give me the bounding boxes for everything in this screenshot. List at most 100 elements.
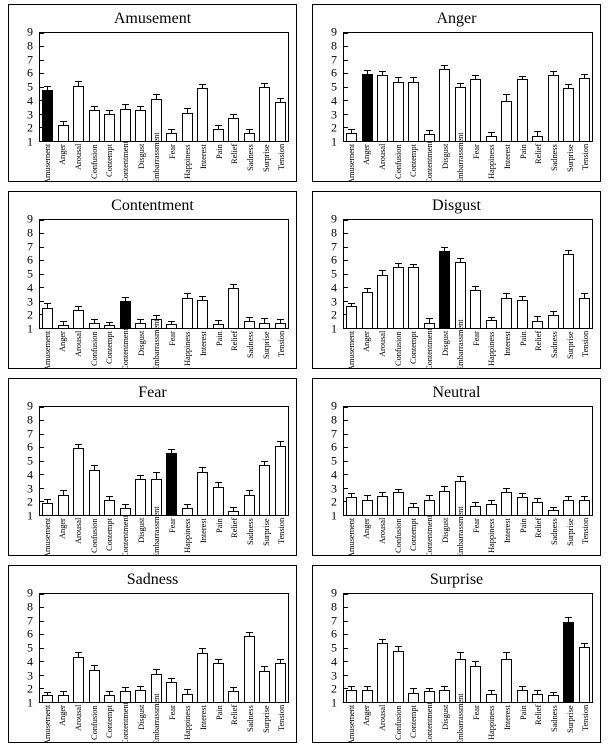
error-bar-stem — [475, 74, 477, 79]
error-bar-cap — [75, 443, 83, 445]
y-tick-mark — [40, 260, 44, 261]
y-tick-mark — [40, 86, 44, 88]
error-bar-cap — [503, 488, 511, 490]
y-tick-label: 5 — [27, 453, 33, 468]
x-tick-label: Tension — [580, 705, 591, 732]
y-tick-label: 1 — [27, 695, 33, 710]
y-tick-mark — [40, 73, 44, 74]
x-tick-label: Relief — [533, 144, 544, 165]
x-tick-label: Disgust — [135, 144, 146, 170]
x-tick-label: Tension — [276, 705, 287, 732]
bar-amusement — [346, 497, 358, 515]
plot-area — [343, 406, 593, 516]
x-tick-label: Relief — [533, 705, 544, 726]
y-tick-label: 5 — [27, 79, 33, 94]
bar-surprise — [563, 622, 575, 702]
error-bar-stem — [459, 476, 461, 482]
x-axis-labels: Amusement Anger Arousal Confusion Contempt Co… — [39, 319, 289, 368]
y-tick-mark — [40, 420, 44, 421]
error-bar-stem — [78, 306, 80, 311]
error-bar-stem — [217, 481, 219, 487]
error-bar-stem — [537, 316, 539, 322]
x-tick-label: Happiness — [486, 331, 497, 366]
error-bar-cap — [410, 687, 418, 689]
bar-happiness — [181, 298, 193, 328]
error-bar-stem — [397, 645, 399, 651]
error-bar-stem — [568, 84, 570, 89]
x-tick-label: Interest — [198, 518, 209, 543]
y-tick-mark — [40, 487, 44, 489]
error-bar-cap — [549, 506, 557, 508]
x-tick-label: Interest — [198, 705, 209, 730]
error-bar-cap — [394, 263, 402, 265]
error-bar-cap — [106, 110, 114, 111]
error-bar-stem — [109, 322, 111, 326]
bar-sadness — [243, 321, 255, 328]
y-tick-mark — [40, 593, 44, 595]
error-bar-cap — [276, 441, 284, 443]
y-tick-mark — [344, 674, 348, 676]
error-bar-cap — [90, 105, 98, 107]
chart-title: Anger — [436, 10, 477, 27]
error-bar-stem — [47, 498, 49, 503]
y-tick-label: 1 — [27, 508, 33, 523]
bar-relief — [532, 135, 544, 141]
y-tick-mark — [344, 634, 348, 635]
y-tick-label: 9 — [331, 211, 337, 226]
x-tick-label: Contentment — [119, 515, 130, 556]
bar-surprise — [563, 500, 575, 515]
y-tick-label: 4 — [331, 280, 337, 295]
y-tick-mark — [40, 287, 44, 288]
bar-tension — [578, 500, 590, 515]
y-tick-mark — [344, 647, 348, 649]
y-tick-label: 2 — [331, 120, 337, 135]
error-bar-cap — [90, 465, 98, 467]
x-axis-labels: Amusement Anger Arousal Confusion Contempt Co… — [39, 693, 289, 742]
x-tick-label: Tension — [276, 331, 287, 358]
error-bar-stem — [366, 69, 368, 74]
error-bar-stem — [202, 648, 204, 654]
y-tick-mark — [40, 460, 44, 462]
y-tick-mark — [344, 433, 348, 435]
error-bar-cap — [261, 461, 269, 463]
bar-happiness — [181, 112, 193, 141]
error-bar-stem — [366, 685, 368, 690]
error-bar-cap — [363, 287, 371, 289]
y-tick-label: 3 — [331, 480, 337, 495]
x-tick-label: Contempt — [104, 331, 115, 364]
error-bar-cap — [90, 318, 98, 320]
bar-contentment — [423, 691, 435, 702]
bar-relief — [228, 691, 240, 702]
error-bar-stem — [521, 493, 523, 498]
x-tick-label: Anger — [361, 331, 372, 352]
error-bar-cap — [425, 495, 433, 497]
bar-amusement — [42, 695, 54, 702]
error-bar-stem — [475, 286, 477, 291]
error-bar-stem — [264, 665, 266, 671]
error-bar-stem — [382, 638, 384, 643]
error-bar-cap — [534, 689, 542, 691]
error-bar-stem — [155, 668, 157, 674]
error-bar-cap — [245, 489, 253, 491]
error-bar-cap — [456, 83, 464, 84]
error-bar-cap — [565, 617, 573, 619]
error-bar-stem — [202, 466, 204, 472]
x-axis-labels: Amusement Anger Arousal Confusion Contempt Co… — [39, 132, 289, 181]
y-tick-label: 5 — [331, 640, 337, 655]
error-bar-stem — [506, 93, 508, 101]
error-bar-cap — [518, 685, 526, 687]
x-tick-label: Contempt — [408, 144, 419, 177]
y-tick-label: 7 — [27, 51, 33, 66]
bar-arousal — [73, 85, 85, 141]
y-tick-label: 3 — [331, 667, 337, 682]
chart-panel-fear: Fear 1 2 3 4 5 6 7 8 9 Amusement Anger Arousal Confus… — [8, 378, 297, 556]
y-tick-mark — [40, 32, 44, 34]
error-bar-cap — [44, 85, 52, 87]
y-tick-label: 9 — [27, 24, 33, 39]
x-tick-label: Arousal — [73, 144, 84, 171]
error-bar-stem — [78, 652, 80, 658]
x-tick-label: Relief — [229, 331, 240, 352]
bar-sadness — [547, 74, 559, 141]
x-tick-label: Pain — [213, 144, 224, 159]
